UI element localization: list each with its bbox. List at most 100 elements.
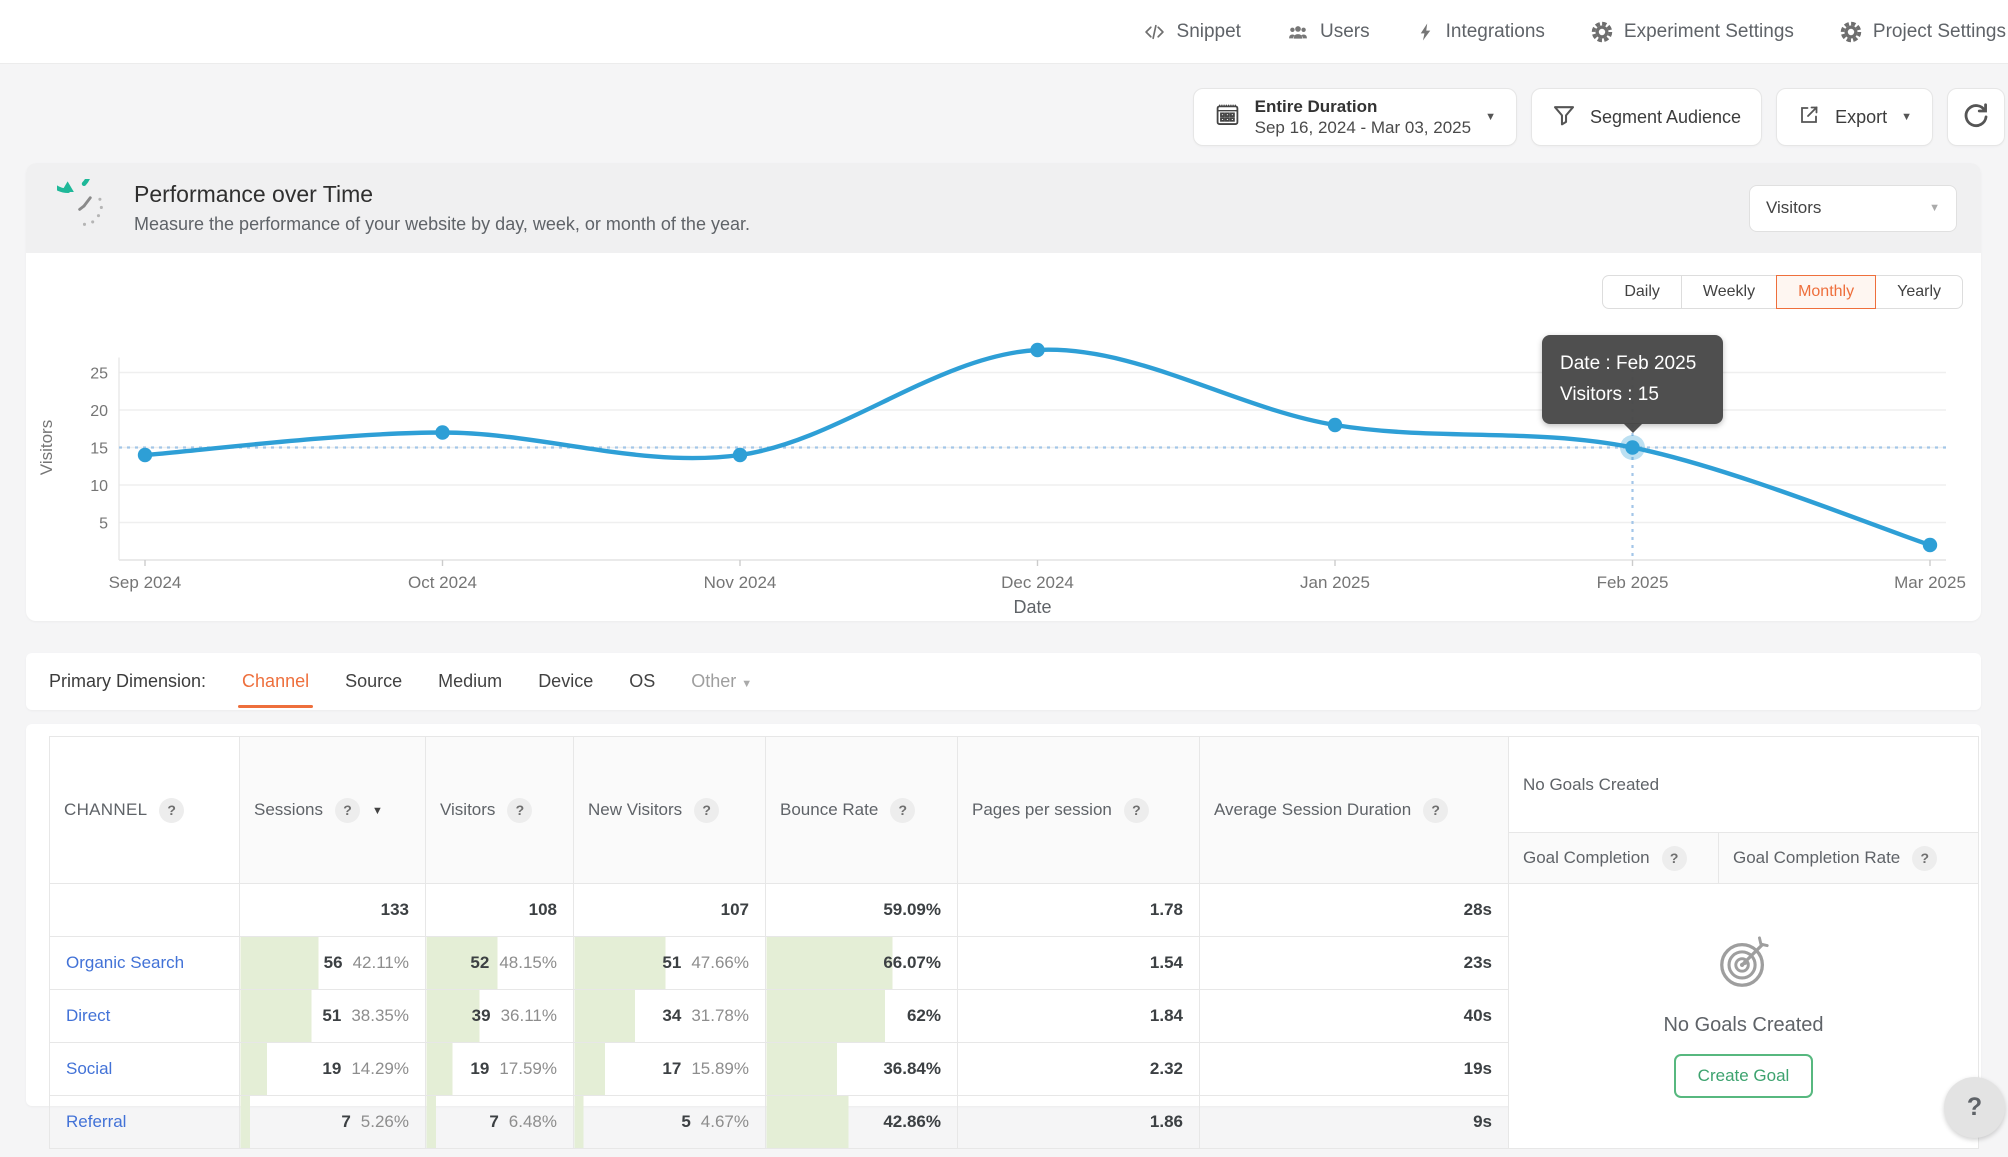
help-icon[interactable]: ?: [1661, 845, 1687, 871]
column-header-average-session-duration[interactable]: Average Session Duration?: [1199, 736, 1509, 884]
section-title: Performance over Time: [134, 181, 374, 207]
nav-item-snippet[interactable]: Snippet: [1143, 21, 1241, 43]
nav-item-integrations[interactable]: Integrations: [1416, 21, 1545, 43]
export-icon: [1797, 103, 1821, 132]
metric-cell: 19 17.59%: [425, 1042, 574, 1096]
period-tab-monthly[interactable]: Monthly: [1776, 275, 1877, 309]
period-tab-weekly[interactable]: Weekly: [1680, 275, 1778, 309]
svg-text:Visitors: Visitors: [37, 420, 56, 475]
svg-text:Sep 2024: Sep 2024: [109, 573, 182, 592]
refresh-icon: [1962, 101, 1990, 134]
dimension-tab-device[interactable]: Device: [538, 671, 594, 691]
metric-cell: 59.09%: [765, 883, 958, 937]
metric-dropdown-value: Visitors: [1766, 198, 1822, 217]
table-row: Referral 7 5.26% 7 6.48% 5 4.67% 42.86% 1.86 9s: [49, 1095, 1979, 1149]
svg-text:Jan 2025: Jan 2025: [1300, 573, 1370, 592]
metric-cell: 40s: [1199, 989, 1509, 1043]
goals-empty-message: No Goals Created: [1663, 1014, 1824, 1036]
primary-dimension-label: Primary Dimension:: [49, 671, 207, 691]
column-header-goal-completion-rate[interactable]: Goal Completion Rate?: [1717, 832, 1980, 884]
gear-icon: [1840, 21, 1862, 43]
metric-cell: 51 38.35%: [239, 989, 426, 1043]
code-icon: [1143, 22, 1166, 42]
metric-cell: 9s: [1199, 1095, 1509, 1149]
performance-over-time-card: Performance over Time Measure the perfor…: [26, 163, 1981, 621]
nav-item-experiment-settings[interactable]: Experiment Settings: [1591, 21, 1794, 43]
export-button[interactable]: Export ▼: [1776, 88, 1933, 146]
tooltip-value: Visitors : 15: [1560, 384, 1659, 405]
metric-cell: 51 47.66%: [573, 936, 766, 990]
metric-cell: 28s: [1199, 883, 1509, 937]
channel-link-referral[interactable]: Referral: [66, 1112, 127, 1131]
svg-text:5: 5: [99, 516, 108, 533]
chart-tooltip: Date : Feb 2025 Visitors : 15: [1542, 335, 1723, 433]
metric-dropdown[interactable]: Visitors ▼: [1749, 184, 1957, 232]
help-icon[interactable]: ?: [1123, 797, 1149, 823]
table-row: Social 19 14.29% 19 17.59% 17 15.89% 36.84% 2.32…: [49, 1042, 1979, 1096]
column-header-bounce-rate[interactable]: Bounce Rate?: [765, 736, 958, 884]
primary-dimension-bar: Primary Dimension: Channel Source Medium De…: [26, 653, 1981, 710]
performance-card-header: Performance over Time Measure the perfor…: [26, 163, 1981, 253]
help-icon[interactable]: ?: [159, 797, 185, 823]
channel-link-organic-search[interactable]: Organic Search: [66, 953, 185, 972]
metric-cell: 56 42.11%: [239, 936, 426, 990]
period-tab-yearly[interactable]: Yearly: [1875, 275, 1963, 309]
dimension-tab-os[interactable]: OS: [629, 671, 656, 691]
dimension-tab-other[interactable]: Other ▼: [691, 671, 753, 691]
nav-item-users[interactable]: Users: [1287, 21, 1370, 43]
metric-cell: 23s: [1199, 936, 1509, 990]
export-label: Export: [1835, 106, 1888, 127]
help-icon[interactable]: ?: [890, 797, 916, 823]
create-goal-button[interactable]: Create Goal: [1673, 1054, 1814, 1098]
segment-audience-button[interactable]: Segment Audience: [1530, 88, 1763, 146]
help-icon[interactable]: ?: [694, 797, 720, 823]
dimension-tab-medium[interactable]: Medium: [438, 671, 503, 691]
metric-cell: 19 14.29%: [239, 1042, 426, 1096]
column-header-sessions[interactable]: Sessions? ▼: [239, 736, 426, 884]
users-icon: [1287, 22, 1309, 42]
period-tab-daily[interactable]: Daily: [1602, 275, 1682, 309]
help-button[interactable]: ?: [1944, 1077, 2005, 1138]
table-row: Organic Search 56 42.11% 52 48.15% 51 47.66% 66…: [49, 936, 1979, 990]
chevron-down-icon: ▼: [1901, 111, 1912, 123]
nav-item-project-settings[interactable]: Project Settings: [1840, 21, 2006, 43]
metric-cell: 5 4.67%: [573, 1095, 766, 1149]
channel-link-social[interactable]: Social: [66, 1059, 113, 1078]
svg-text:Date: Date: [1013, 597, 1051, 617]
help-icon[interactable]: ?: [507, 797, 533, 823]
column-header-visitors[interactable]: Visitors?: [425, 736, 574, 884]
metric-cell: 62%: [765, 989, 958, 1043]
sort-desc-icon[interactable]: ▼: [371, 805, 383, 818]
svg-text:10: 10: [90, 478, 108, 495]
help-icon[interactable]: ?: [334, 797, 360, 823]
top-navigation: Snippet Users Integrations Experiment Setti…: [0, 0, 2008, 64]
metric-cell: 36.84%: [765, 1042, 958, 1096]
table-row-totals: 133 108 107 59.09% 1.78 28s No Goals Created Cr…: [49, 883, 1980, 1149]
dimension-tab-source[interactable]: Source: [345, 671, 403, 691]
help-icon[interactable]: ?: [1423, 797, 1449, 823]
dimension-tab-channel[interactable]: Channel: [238, 665, 314, 708]
column-header-goal-completion[interactable]: Goal Completion?: [1508, 832, 1719, 884]
lightning-icon: [1416, 21, 1435, 43]
refresh-button[interactable]: [1947, 88, 2005, 146]
metric-cell: 19s: [1199, 1042, 1509, 1096]
metric-cell: 1.86: [957, 1095, 1200, 1149]
metric-cell: 1.84: [957, 989, 1200, 1043]
line-chart-svg: 5 10 15 20 25 Visitors Sep 2024 Oct 2024 Nov 202…: [37, 342, 1966, 617]
channel-cell: Organic Search: [49, 936, 240, 990]
help-icon[interactable]: ?: [1912, 845, 1938, 871]
channels-table-card: CHANNEL? Sessions? ▼ Visitors? New Visitors?…: [26, 724, 1981, 1149]
date-range-picker[interactable]: Entire Duration Sep 16, 2024 - Mar 03, 2…: [1192, 88, 1517, 146]
svg-text:Oct 2024: Oct 2024: [408, 573, 477, 592]
channel-cell-empty: [49, 883, 240, 937]
date-range-title: Entire Duration: [1254, 96, 1378, 116]
column-header-channel[interactable]: CHANNEL?: [49, 736, 240, 884]
channel-cell: Direct: [49, 989, 240, 1043]
svg-text:Mar 2025: Mar 2025: [1894, 573, 1966, 592]
channel-link-direct[interactable]: Direct: [66, 1006, 111, 1025]
column-header-pages-per-session[interactable]: Pages per session?: [957, 736, 1200, 884]
column-header-new-visitors[interactable]: New Visitors?: [573, 736, 766, 884]
channels-table: CHANNEL? Sessions? ▼ Visitors? New Visitors?…: [49, 736, 1980, 1149]
svg-text:15: 15: [90, 441, 108, 458]
date-range-value: Sep 16, 2024 - Mar 03, 2025: [1254, 118, 1472, 137]
